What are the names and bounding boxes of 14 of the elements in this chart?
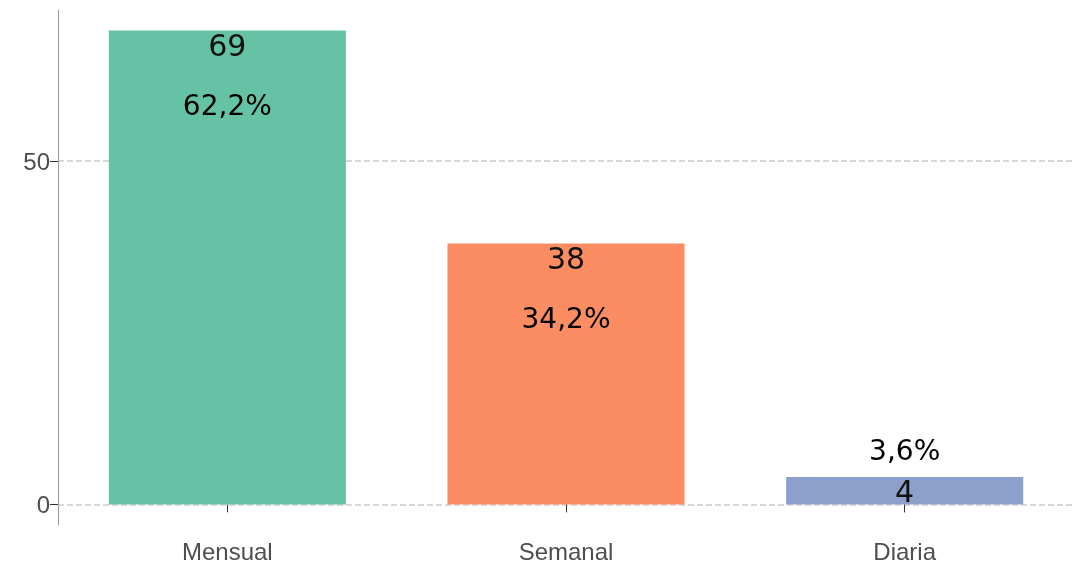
x-tick-label: Semanal — [518, 537, 614, 565]
y-tick-label: 50 — [23, 147, 50, 175]
bar — [447, 243, 685, 505]
bar — [786, 476, 1024, 505]
annotation: 62,2% — [182, 89, 272, 123]
annotation: 3,6% — [869, 434, 941, 468]
bar — [108, 30, 346, 505]
x-tick-label: Diaria — [873, 537, 937, 565]
data-label: 38 — [546, 240, 586, 276]
data-label: 4 — [895, 474, 915, 510]
data-label: 69 — [208, 28, 247, 64]
x-tick-label: Mensual — [181, 537, 273, 565]
annotation: 34,2% — [521, 301, 611, 335]
y-tick-label: 0 — [36, 490, 50, 518]
